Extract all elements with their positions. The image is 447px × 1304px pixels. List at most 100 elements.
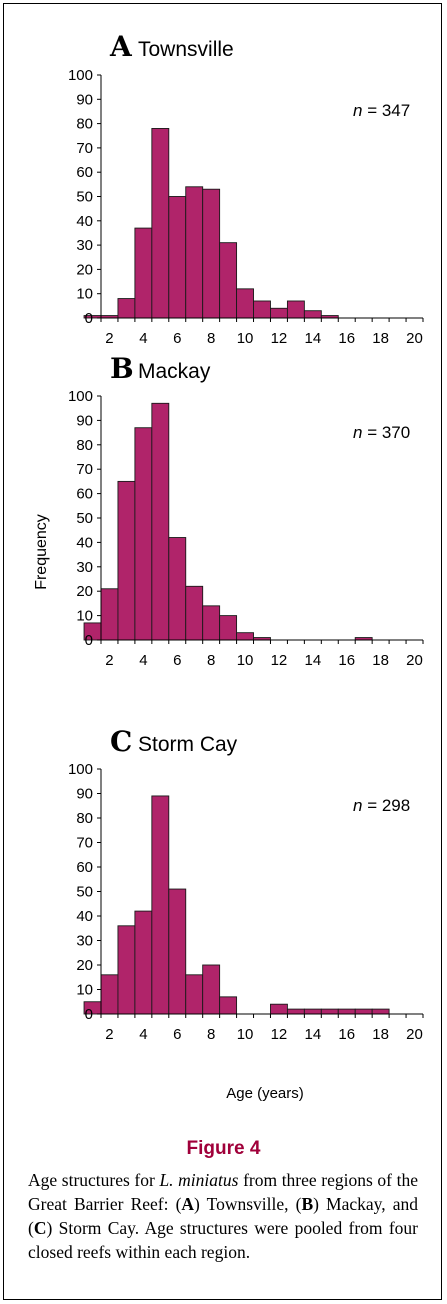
- bar-a-age-7: [185, 186, 204, 319]
- n-symbol-c: n: [353, 796, 362, 815]
- figure-title: Figure 4: [186, 1138, 261, 1159]
- n-count-b: = 370: [367, 423, 410, 442]
- bar-a-age-5: [151, 128, 170, 319]
- n-symbol-a: n: [353, 101, 362, 120]
- x-tick-label-b-6: 6: [173, 652, 181, 669]
- y-tick-label-c-0: 0: [85, 1006, 93, 1023]
- y-tick-label-b-40: 40: [76, 534, 93, 551]
- x-tick-label-a-10: 10: [237, 330, 254, 347]
- x-tick-label-b-4: 4: [139, 652, 147, 669]
- panel-letter-b: B: [110, 352, 134, 385]
- caption-part: from three regions of the Great Barrier …: [28, 1170, 418, 1214]
- x-tick-label-a-6: 6: [173, 330, 181, 347]
- bar-b-age-4: [134, 427, 153, 641]
- caption-letter-b: B: [301, 1194, 314, 1214]
- y-tick-label-a-0: 0: [85, 310, 93, 327]
- y-tick-label-c-50: 50: [76, 884, 93, 901]
- figure-frame: [3, 3, 442, 1300]
- x-tick-label-a-4: 4: [139, 330, 147, 347]
- x-tick-label-a-18: 18: [372, 330, 389, 347]
- bar-a-age-13: [286, 300, 305, 319]
- panel-letter-c: C: [110, 725, 132, 758]
- y-tick-label-b-90: 90: [76, 412, 93, 429]
- y-tick-label-a-10: 10: [76, 286, 93, 303]
- x-tick-label-c-4: 4: [139, 1026, 147, 1043]
- x-tick-label-c-10: 10: [237, 1026, 254, 1043]
- bar-b-age-9: [219, 615, 238, 641]
- y-tick-label-c-70: 70: [76, 835, 93, 852]
- x-tick-label-a-2: 2: [105, 330, 113, 347]
- bar-c-age-8: [202, 964, 221, 1015]
- y-tick-label-c-100: 100: [68, 761, 93, 778]
- caption-letter-a: A: [181, 1194, 195, 1214]
- y-tick-label-a-100: 100: [68, 67, 93, 84]
- bar-c-age-12: [270, 1003, 288, 1015]
- y-tick-label-b-70: 70: [76, 461, 93, 478]
- y-tick-label-b-20: 20: [76, 583, 93, 600]
- bar-b-age-8: [202, 605, 221, 641]
- y-tick-label-c-90: 90: [76, 786, 93, 803]
- x-tick-label-b-2: 2: [105, 652, 113, 669]
- y-tick-label-a-50: 50: [76, 189, 93, 206]
- x-tick-label-c-8: 8: [207, 1026, 215, 1043]
- x-tick-label-a-14: 14: [304, 330, 321, 347]
- x-tick-label-b-8: 8: [207, 652, 215, 669]
- y-axis-label: Frequency: [33, 514, 50, 590]
- y-tick-label-c-60: 60: [76, 859, 93, 876]
- y-tick-label-b-80: 80: [76, 437, 93, 454]
- y-tick-label-a-60: 60: [76, 164, 93, 181]
- bar-c-age-6: [168, 888, 187, 1015]
- bar-c-age-18: [371, 1008, 390, 1015]
- panel-a: A Townsville n = 347 0 10 20 30 40 50 60 70 80 90…: [68, 30, 424, 347]
- bar-c-age-4: [134, 910, 153, 1015]
- bar-a-age-11: [253, 300, 271, 319]
- n-value-c: n = 298: [353, 796, 410, 815]
- y-tick-label-c-80: 80: [76, 810, 93, 827]
- x-tick-label-b-20: 20: [406, 652, 423, 669]
- x-tick-label-b-12: 12: [271, 652, 288, 669]
- caption-part: ) Mackay, and (: [28, 1194, 419, 1238]
- x-tick-label-c-20: 20: [406, 1026, 423, 1043]
- bar-c-age-7: [185, 974, 204, 1015]
- panel-title-a: Townsville: [138, 38, 234, 61]
- n-count-c: = 298: [367, 796, 410, 815]
- x-tick-label-c-16: 16: [338, 1026, 355, 1043]
- n-value-b: n = 370: [353, 423, 410, 442]
- y-tick-label-a-20: 20: [76, 261, 93, 278]
- panel-title-c: Storm Cay: [138, 733, 238, 756]
- x-tick-label-c-2: 2: [105, 1026, 113, 1043]
- bar-b-age-6: [168, 537, 187, 641]
- x-axis-label: Age (years): [226, 1085, 304, 1102]
- bar-a-age-6: [168, 196, 187, 319]
- x-tick-label-a-16: 16: [338, 330, 355, 347]
- bar-c-age-13: [286, 1008, 305, 1015]
- y-tick-label-a-30: 30: [76, 237, 93, 254]
- y-tick-label-b-100: 100: [68, 388, 93, 405]
- y-tick-label-b-30: 30: [76, 559, 93, 576]
- bar-c-age-14: [303, 1008, 322, 1015]
- bar-b-age-7: [185, 585, 204, 641]
- bar-c-age-16: [337, 1008, 356, 1015]
- bar-c-age-9: [219, 996, 238, 1015]
- caption-part: Age structures for: [28, 1170, 160, 1190]
- x-tick-label-a-8: 8: [207, 330, 215, 347]
- x-tick-label-b-18: 18: [372, 652, 389, 669]
- bar-c-age-15: [320, 1008, 339, 1015]
- n-count-a: = 347: [367, 101, 410, 120]
- bar-a-age-4: [134, 227, 153, 319]
- figure-caption: Age structures for L. miniatus from thre…: [28, 1168, 418, 1264]
- x-tick-label-a-20: 20: [406, 330, 423, 347]
- y-tick-label-a-70: 70: [76, 140, 93, 157]
- n-value-a: n = 347: [353, 101, 410, 120]
- y-tick-label-c-20: 20: [76, 957, 93, 974]
- n-symbol-b: n: [353, 423, 362, 442]
- panel-c: C Storm Cay n = 298 0 10 20 30 40 50 60 70 80 90 1…: [68, 725, 424, 1043]
- bar-c-age-5: [151, 795, 170, 1015]
- bar-c-age-17: [354, 1008, 373, 1015]
- bar-c-age-3: [117, 925, 136, 1015]
- bar-b-age-3: [117, 480, 136, 641]
- y-tick-label-c-10: 10: [76, 982, 93, 999]
- y-tick-label-b-0: 0: [85, 632, 93, 649]
- caption-part: ) Storm Cay. Age structures were pooled …: [28, 1218, 418, 1262]
- y-tick-label-b-10: 10: [76, 608, 93, 625]
